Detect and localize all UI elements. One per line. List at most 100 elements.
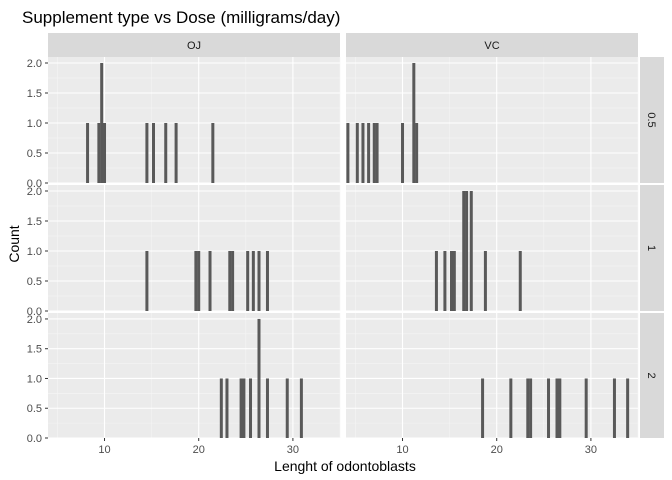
histogram-bar [547, 378, 551, 438]
histogram-bar [242, 378, 246, 438]
facet-strip-oj [48, 33, 340, 57]
histogram-bar [97, 123, 101, 183]
histogram-bar [449, 251, 453, 311]
histogram-bar [346, 123, 350, 183]
histogram-bar [367, 123, 371, 183]
panel-vc-2: 10 20 30 [346, 313, 639, 456]
panel-background [346, 313, 638, 438]
histogram-bar [361, 123, 365, 183]
histogram-bar [100, 63, 104, 183]
panel-oj-0-5: 0.0 0.5 1.0 1.5 2.0 [27, 57, 341, 190]
y-tick-label: 1.5 [27, 88, 42, 100]
histogram-bar [239, 378, 243, 438]
histogram-bar [481, 378, 485, 438]
facet-strip-label-vc: VC [484, 40, 499, 52]
histogram-bar [412, 63, 416, 183]
y-tick-label: 1.5 [27, 344, 42, 356]
y-tick-label: 0.5 [27, 148, 42, 160]
histogram-bar [194, 251, 198, 311]
y-tick-label: 1.5 [27, 216, 42, 228]
histogram-bar [375, 123, 379, 183]
facet-strip-dose-2 [640, 313, 664, 438]
histogram-bar [462, 191, 466, 311]
panel-background [48, 57, 340, 183]
y-tick-label: 1.0 [27, 246, 42, 258]
panel-background [346, 57, 638, 183]
histogram-bar [251, 251, 255, 311]
histogram-bar [151, 123, 155, 183]
histogram-bar [211, 123, 215, 183]
y-tick-label: 2.0 [27, 58, 42, 70]
panel-oj-2: 0.0 0.5 1.0 1.5 2.0 10 20 30 [27, 313, 341, 456]
chart-panels: OJ VC0.5120.00.51.01.52.00.00.51.01.52.00… [27, 33, 664, 456]
y-tick-label: 2.0 [27, 314, 42, 326]
panel-oj-1: 0.0 0.5 1.0 1.5 2.0 [27, 185, 341, 318]
histogram-bar [555, 378, 559, 438]
panel-vc-1 [346, 185, 639, 312]
histogram-bar [257, 251, 261, 311]
histogram-bar [401, 123, 405, 183]
histogram-bar [443, 251, 447, 311]
chart-title: Supplement type vs Dose (milligrams/day) [22, 8, 340, 27]
histogram-bar [103, 123, 107, 183]
histogram-bar [415, 123, 419, 183]
y-tick-label: 1.0 [27, 118, 42, 130]
panel-background [346, 185, 638, 311]
x-tick-label: 20 [193, 444, 205, 456]
x-axis-title: Lenght of odontoblasts [274, 458, 416, 474]
histogram-bar [86, 123, 90, 183]
histogram-bar [612, 378, 616, 438]
histogram-bar [285, 378, 289, 438]
histogram-bar [197, 251, 201, 311]
y-tick-label: 0.5 [27, 403, 42, 415]
facet-strip-dose-1 [640, 185, 664, 311]
histogram-bar [465, 191, 469, 311]
y-tick-label: 0.0 [27, 306, 42, 318]
histogram-bar [145, 123, 149, 183]
histogram-bar [257, 318, 261, 438]
facet-strip-vc [346, 33, 638, 57]
histogram-bar [509, 378, 513, 438]
histogram-bar [265, 251, 269, 311]
histogram-bar [174, 123, 178, 183]
histogram-bar [249, 378, 253, 438]
histogram-bar [626, 378, 630, 438]
histogram-bar [469, 191, 473, 311]
y-axis-title: Count [6, 225, 22, 262]
histogram-bar [231, 251, 235, 311]
y-tick-label: 0.5 [27, 276, 42, 288]
facet-strip-label-dose-1: 1 [645, 245, 657, 251]
y-tick-label: 0.0 [27, 178, 42, 190]
x-tick-label: 20 [491, 444, 503, 456]
histogram-bar [483, 251, 487, 311]
histogram-bar [164, 123, 168, 183]
histogram-bar [246, 251, 250, 311]
panel-background [48, 185, 340, 311]
panel-vc-0-5 [346, 57, 639, 184]
histogram-bar [529, 378, 533, 438]
y-tick-label: 1.0 [27, 373, 42, 385]
histogram-bar [299, 378, 303, 438]
x-tick-label: 10 [396, 444, 408, 456]
histogram-bar [434, 251, 438, 311]
histogram-bar [452, 251, 456, 311]
histogram-bar [584, 378, 588, 438]
y-tick-label: 2.0 [27, 186, 42, 198]
histogram-bar [228, 251, 232, 311]
histogram-bar [526, 378, 530, 438]
facet-strip-dose-0-5 [640, 57, 664, 183]
histogram-bar [558, 378, 562, 438]
panel-background [48, 313, 340, 438]
histogram-bar [145, 251, 149, 311]
facet-strip-label-dose-2: 2 [645, 372, 657, 378]
histogram-bar [208, 251, 212, 311]
x-tick-label: 30 [585, 444, 597, 456]
histogram-bar [355, 123, 359, 183]
histogram-bar [518, 251, 522, 311]
x-tick-label: 30 [287, 444, 299, 456]
x-tick-label: 10 [98, 444, 110, 456]
facet-strip-label-dose-0-5: 0.5 [645, 112, 657, 127]
histogram-bar [265, 378, 269, 438]
facet-strip-label-oj: OJ [187, 40, 201, 52]
